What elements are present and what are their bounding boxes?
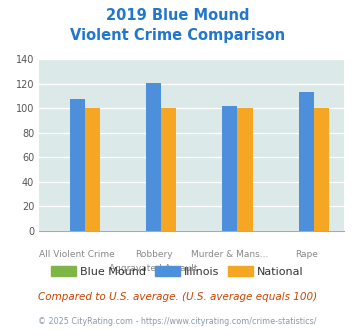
Text: © 2025 CityRating.com - https://www.cityrating.com/crime-statistics/: © 2025 CityRating.com - https://www.city… <box>38 317 317 326</box>
Text: Murder & Mans...: Murder & Mans... <box>191 250 268 259</box>
Text: Rape: Rape <box>295 250 318 259</box>
Text: Robbery: Robbery <box>135 250 172 259</box>
Bar <box>222 106 237 231</box>
Bar <box>237 109 253 231</box>
Bar <box>299 92 314 231</box>
Text: 2019 Blue Mound: 2019 Blue Mound <box>106 8 249 23</box>
Legend: Blue Mound, Illinois, National: Blue Mound, Illinois, National <box>47 261 308 281</box>
Bar <box>314 109 329 231</box>
Bar <box>161 109 176 231</box>
Text: Violent Crime Comparison: Violent Crime Comparison <box>70 28 285 43</box>
Bar <box>85 109 100 231</box>
Bar <box>70 99 85 231</box>
Text: Aggravated Assault: Aggravated Assault <box>109 264 198 273</box>
Text: All Violent Crime: All Violent Crime <box>39 250 115 259</box>
Text: Compared to U.S. average. (U.S. average equals 100): Compared to U.S. average. (U.S. average … <box>38 292 317 302</box>
Bar <box>146 83 161 231</box>
